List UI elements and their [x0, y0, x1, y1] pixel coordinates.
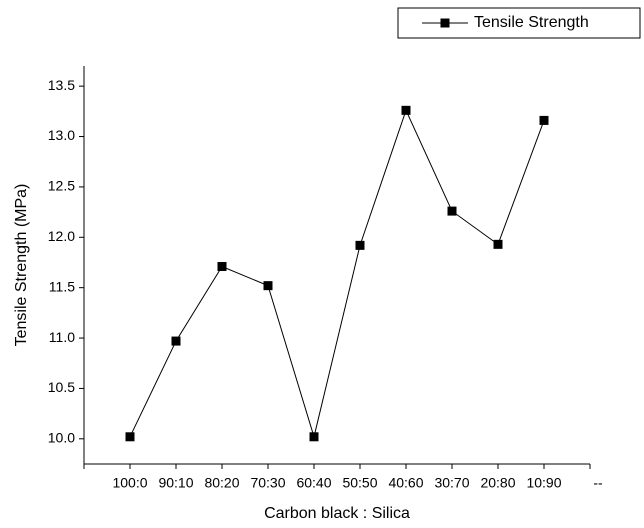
- x-axis-label: Carbon black : Silica: [264, 505, 410, 522]
- legend-marker: [440, 18, 450, 28]
- x-tick-label: --: [593, 475, 603, 491]
- y-tick-label: 12.0: [48, 228, 75, 244]
- x-tick-label: 70:30: [250, 475, 285, 491]
- y-tick-label: 13.5: [48, 77, 75, 93]
- legend-label: Tensile Strength: [474, 14, 589, 31]
- x-tick-label: 10:90: [526, 475, 561, 491]
- y-tick-label: 12.5: [48, 178, 75, 194]
- y-axis-label: Tensile Strength (MPa): [13, 184, 30, 347]
- x-tick-label: 80:20: [204, 475, 239, 491]
- data-point: [125, 432, 135, 442]
- y-tick-label: 10.5: [48, 379, 75, 395]
- data-point: [355, 240, 365, 250]
- data-point: [263, 281, 273, 291]
- data-point: [217, 262, 227, 272]
- x-tick-label: 30:70: [434, 475, 469, 491]
- x-tick-label: 20:80: [480, 475, 515, 491]
- data-point: [171, 336, 181, 346]
- x-tick-label: 50:50: [342, 475, 377, 491]
- x-tick-label: 40:60: [388, 475, 423, 491]
- data-point: [401, 105, 411, 115]
- y-tick-label: 10.0: [48, 430, 75, 446]
- x-tick-label: 90:10: [158, 475, 193, 491]
- data-line: [129, 108, 545, 439]
- y-tick-label: 13.0: [48, 127, 75, 143]
- x-tick-label: 100:0: [112, 475, 147, 491]
- y-tick-label: 11.5: [49, 278, 75, 294]
- data-point: [447, 206, 457, 216]
- data-point: [493, 239, 503, 249]
- x-tick-label: 60:40: [296, 475, 331, 491]
- y-tick-label: 11.0: [49, 329, 75, 345]
- data-point: [309, 432, 319, 442]
- data-point: [539, 115, 549, 125]
